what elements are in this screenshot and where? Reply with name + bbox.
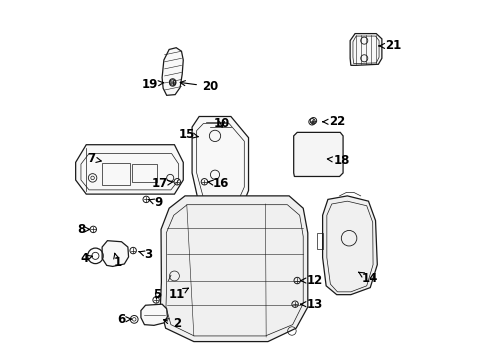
Text: 21: 21 — [379, 40, 401, 53]
Text: 2: 2 — [164, 317, 181, 330]
Text: 17: 17 — [152, 177, 173, 190]
Text: 8: 8 — [77, 223, 90, 236]
Polygon shape — [162, 48, 183, 95]
Text: 5: 5 — [153, 288, 162, 301]
Text: 6: 6 — [118, 313, 131, 326]
Text: 11: 11 — [169, 288, 188, 301]
Text: 18: 18 — [327, 154, 350, 167]
Polygon shape — [141, 304, 168, 325]
Text: 13: 13 — [300, 298, 322, 311]
Text: 16: 16 — [208, 177, 228, 190]
Text: 20: 20 — [180, 80, 218, 93]
Text: 9: 9 — [148, 197, 162, 210]
Text: 22: 22 — [323, 115, 345, 128]
Polygon shape — [102, 241, 128, 266]
Polygon shape — [350, 33, 382, 66]
Text: 14: 14 — [359, 272, 378, 285]
Polygon shape — [75, 145, 183, 194]
Text: 7: 7 — [87, 152, 101, 165]
Text: 3: 3 — [139, 248, 152, 261]
Text: 10: 10 — [214, 117, 230, 130]
Polygon shape — [322, 196, 377, 294]
Polygon shape — [294, 132, 343, 176]
Polygon shape — [192, 117, 248, 208]
Text: 19: 19 — [142, 77, 164, 90]
Text: 12: 12 — [300, 274, 322, 287]
Text: 15: 15 — [178, 128, 198, 141]
Text: 1: 1 — [113, 253, 122, 269]
Polygon shape — [160, 196, 308, 342]
Text: 4: 4 — [81, 252, 92, 265]
